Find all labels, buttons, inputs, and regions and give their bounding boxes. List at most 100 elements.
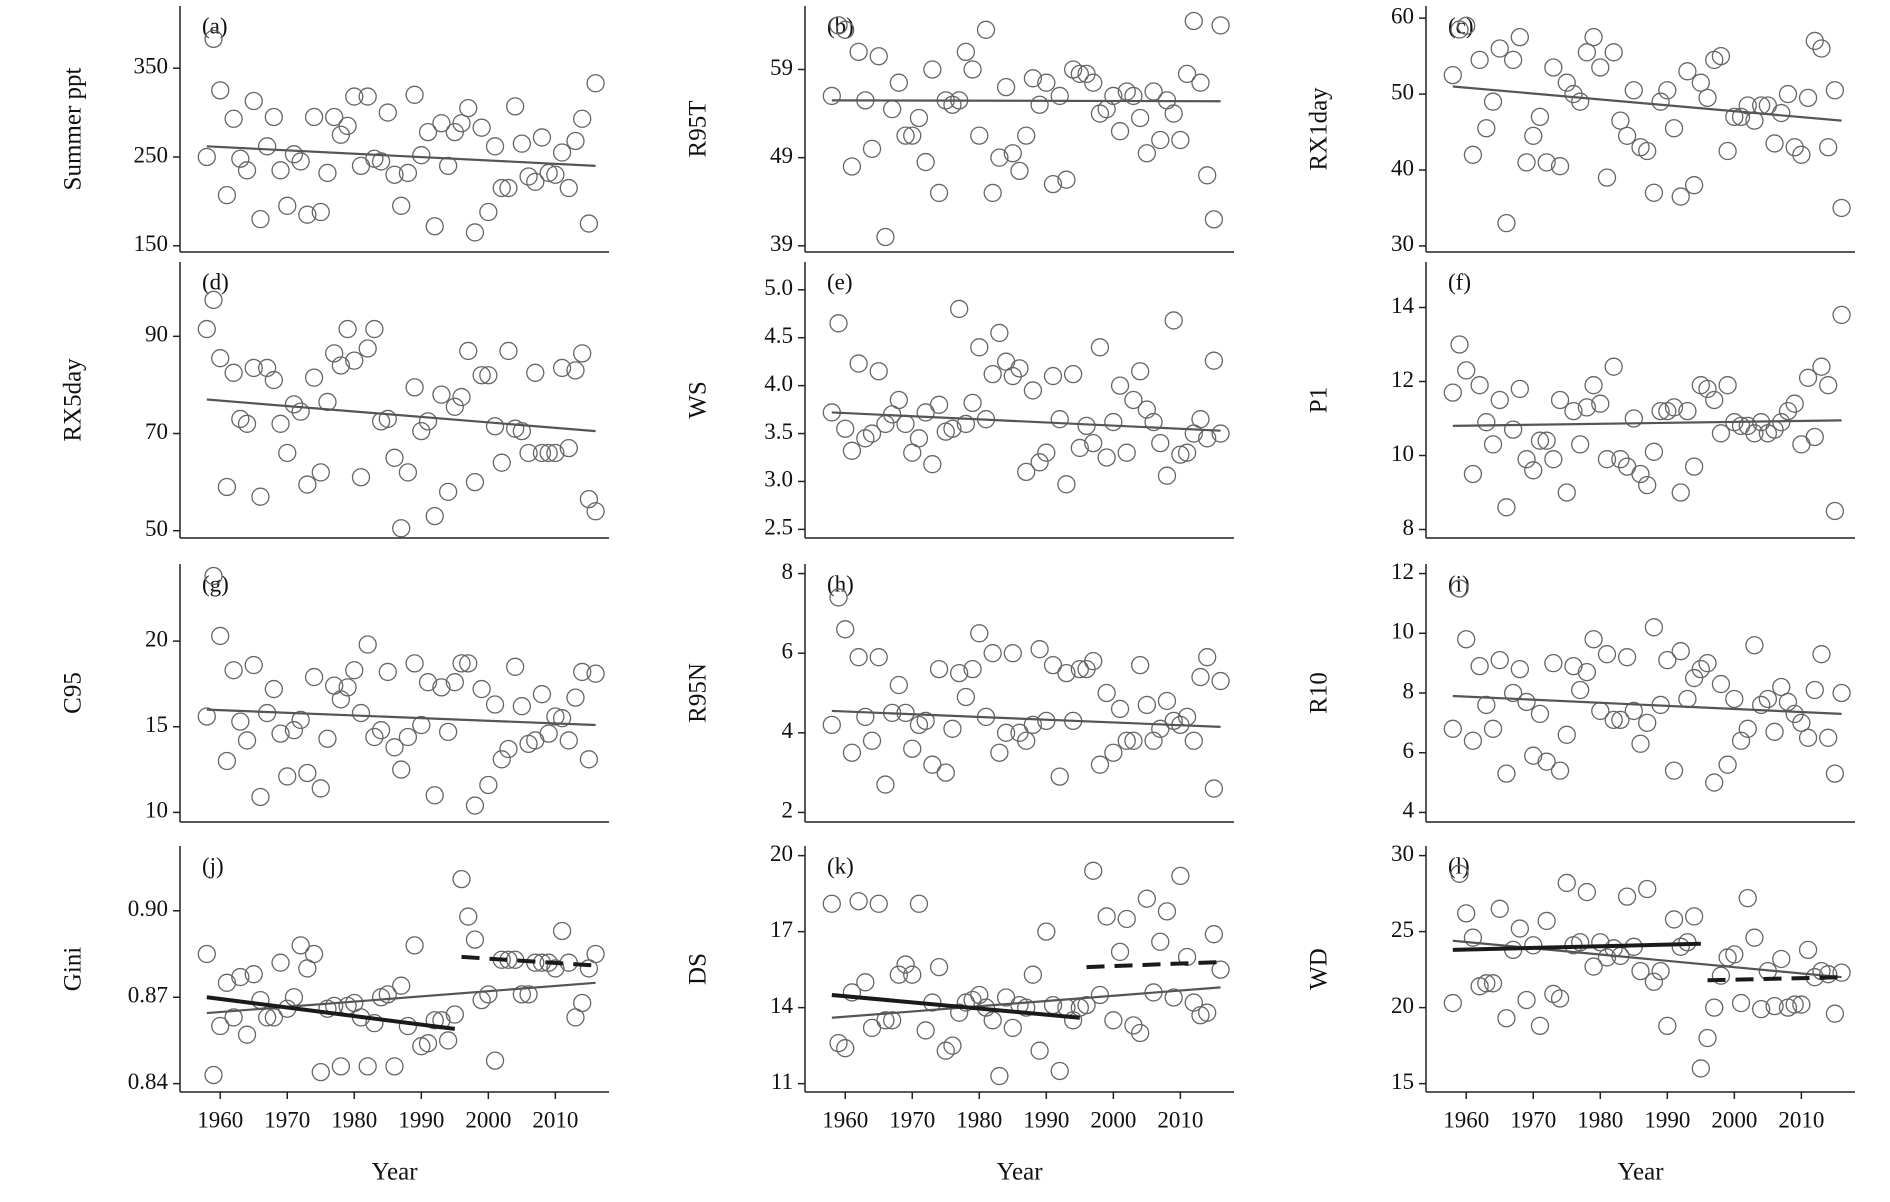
data-point (829, 314, 848, 333)
data-point (1792, 435, 1811, 454)
data-point (1477, 119, 1496, 138)
data-point (1077, 995, 1096, 1015)
data-point (1483, 435, 1503, 454)
data-point (1765, 420, 1784, 439)
data-point (842, 157, 862, 176)
data-point (1157, 466, 1177, 485)
data-point (1164, 311, 1183, 330)
data-point (1752, 695, 1771, 715)
data-point (1819, 728, 1838, 747)
data-point (1798, 88, 1818, 108)
data-point (1030, 453, 1049, 472)
data-point (217, 751, 237, 771)
data-point (291, 152, 310, 171)
data-point (385, 165, 404, 184)
data-point (237, 1025, 257, 1044)
data-point (1785, 394, 1804, 413)
data-point (257, 358, 277, 378)
y-tick-label: 20 (145, 626, 168, 651)
data-point (909, 894, 929, 913)
data-point (412, 146, 431, 165)
data-point (452, 114, 471, 133)
data-point (1812, 39, 1831, 58)
data-point (432, 385, 451, 404)
data-point (936, 1041, 955, 1060)
data-point (552, 709, 572, 728)
data-point (425, 217, 444, 236)
data-point (1550, 761, 1570, 780)
x-tick-label: 1960 (197, 1107, 243, 1132)
data-point (1805, 427, 1824, 447)
data-point (1497, 764, 1516, 783)
data-point (385, 1057, 404, 1076)
data-point (1792, 995, 1811, 1014)
data-point (358, 339, 377, 358)
data-point (889, 675, 908, 695)
y-tick-label: 8 (782, 559, 794, 584)
data-point (1443, 65, 1462, 85)
data-point (512, 421, 532, 441)
y-axis-label: R10 (1306, 672, 1333, 714)
data-point (896, 414, 915, 434)
data-point (1110, 122, 1130, 141)
data-point (392, 519, 411, 538)
data-point (1557, 483, 1576, 502)
data-point (943, 95, 962, 114)
data-point (1638, 713, 1657, 733)
data-point (485, 695, 505, 714)
data-point (1097, 683, 1116, 703)
data-point (338, 319, 357, 339)
data-point (1497, 213, 1516, 233)
data-point (983, 183, 1002, 203)
data-point (519, 734, 538, 754)
data-point (1664, 761, 1684, 780)
data-point (465, 930, 485, 949)
data-point (1211, 424, 1230, 443)
y-axis-label: RX5day (60, 358, 87, 442)
data-point (371, 152, 391, 171)
data-point (876, 1011, 895, 1030)
data-point (1604, 710, 1623, 730)
data-point (211, 349, 230, 368)
data-point (1151, 719, 1170, 738)
y-tick-label: 10 (1391, 441, 1414, 466)
x-tick-label: 1970 (264, 1107, 310, 1132)
data-point (950, 663, 969, 683)
data-point (856, 707, 875, 727)
data-point (1510, 659, 1529, 679)
data-point (1530, 107, 1550, 127)
data-point (1003, 1018, 1022, 1038)
data-point (1644, 618, 1664, 637)
data-point (1184, 731, 1203, 750)
data-point (445, 1005, 464, 1024)
panel-label: (i) (1448, 571, 1470, 596)
data-point (398, 727, 418, 747)
data-point (1171, 445, 1190, 464)
data-point (1198, 166, 1217, 185)
data-point (586, 502, 605, 521)
y-axis-label: R95N (685, 663, 712, 723)
data-point (990, 148, 1009, 167)
data-point (1037, 73, 1056, 92)
data-point (1564, 401, 1583, 421)
data-point (1571, 435, 1590, 454)
y-tick-label: 25 (1391, 917, 1414, 942)
data-point (231, 967, 250, 987)
data-point (1131, 108, 1150, 128)
x-axis-label: Year (1617, 1159, 1664, 1186)
trend-line (831, 709, 1221, 728)
data-point (1084, 433, 1103, 453)
data-point (1825, 81, 1845, 100)
y-tick-label: 14 (1391, 293, 1415, 318)
data-point (552, 921, 572, 941)
data-point (909, 108, 929, 128)
data-point (976, 20, 996, 39)
data-point (876, 227, 895, 247)
data-point (251, 209, 270, 229)
data-point (1171, 866, 1190, 886)
data-point (849, 354, 868, 373)
data-point (943, 719, 962, 738)
data-point (1584, 630, 1603, 649)
data-point (264, 107, 283, 127)
data-point (849, 648, 868, 667)
